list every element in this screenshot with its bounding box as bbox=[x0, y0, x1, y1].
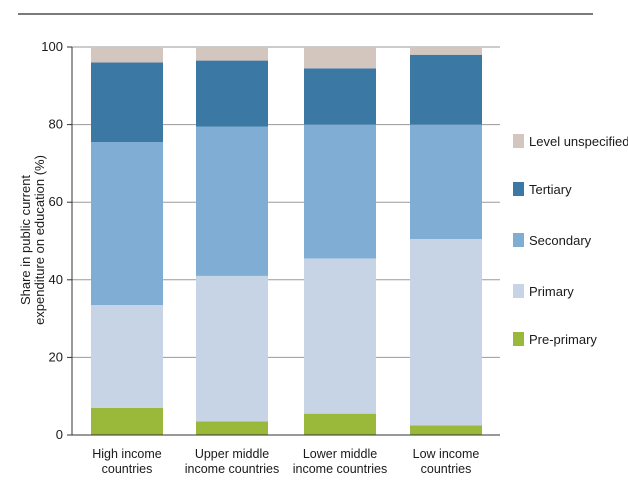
bar-segment bbox=[304, 258, 376, 414]
axes bbox=[67, 46, 500, 436]
legend-swatch bbox=[513, 332, 524, 346]
y-axis-title: Share in public currentexpenditure on ed… bbox=[18, 155, 47, 325]
bar-segment bbox=[91, 142, 163, 306]
legend-swatch bbox=[513, 233, 524, 247]
y-tick-label: 20 bbox=[49, 349, 63, 364]
bar-segment bbox=[91, 62, 163, 143]
legend-swatch bbox=[513, 182, 524, 196]
x-category-label: Upper middle income countries bbox=[185, 447, 280, 476]
legend-label: Primary bbox=[529, 284, 574, 299]
y-tick-labels: 0 20 40 60 80 100 bbox=[41, 39, 63, 442]
bar-segment bbox=[410, 239, 482, 426]
x-category-label: High income countries bbox=[92, 447, 162, 476]
bar-segment bbox=[196, 421, 268, 435]
legend-label: Pre-primary bbox=[529, 332, 597, 347]
bar-segment bbox=[196, 47, 268, 61]
bars bbox=[91, 47, 482, 435]
bar-segment bbox=[410, 47, 482, 55]
legend-swatch bbox=[513, 134, 524, 148]
y-tick-label: 100 bbox=[41, 39, 63, 54]
legend-label: Level unspecified bbox=[529, 134, 628, 149]
y-axis-title-text: Share in public currentexpenditure on ed… bbox=[18, 155, 47, 325]
x-category-label: Low income countries bbox=[413, 447, 480, 476]
bar-segment bbox=[410, 425, 482, 435]
y-tick-label: 60 bbox=[49, 194, 63, 209]
bar-segment bbox=[304, 47, 376, 69]
bar-segment bbox=[304, 124, 376, 259]
bar-segment bbox=[91, 407, 163, 435]
legend-label: Secondary bbox=[529, 233, 592, 248]
bar-segment bbox=[196, 126, 268, 276]
y-tick-label: 0 bbox=[56, 427, 63, 442]
bar-segment bbox=[91, 47, 163, 63]
bar-segment bbox=[196, 60, 268, 127]
bar-segment bbox=[304, 68, 376, 125]
bar-segment bbox=[304, 413, 376, 435]
y-tick-label: 40 bbox=[49, 272, 63, 287]
y-tick-label: 80 bbox=[49, 117, 63, 132]
legend: Level unspecified Tertiary Secondary Primar… bbox=[513, 134, 628, 347]
x-category-label: Lower middle income countries bbox=[293, 447, 388, 476]
bar-segment bbox=[410, 54, 482, 125]
bar-segment bbox=[196, 275, 268, 422]
legend-swatch bbox=[513, 284, 524, 298]
x-category-labels: High income countries Upper middle income c… bbox=[92, 447, 479, 476]
legend-label: Tertiary bbox=[529, 182, 572, 197]
top-rule bbox=[18, 13, 593, 15]
bar-segment bbox=[410, 124, 482, 240]
bar-segment bbox=[91, 305, 163, 408]
